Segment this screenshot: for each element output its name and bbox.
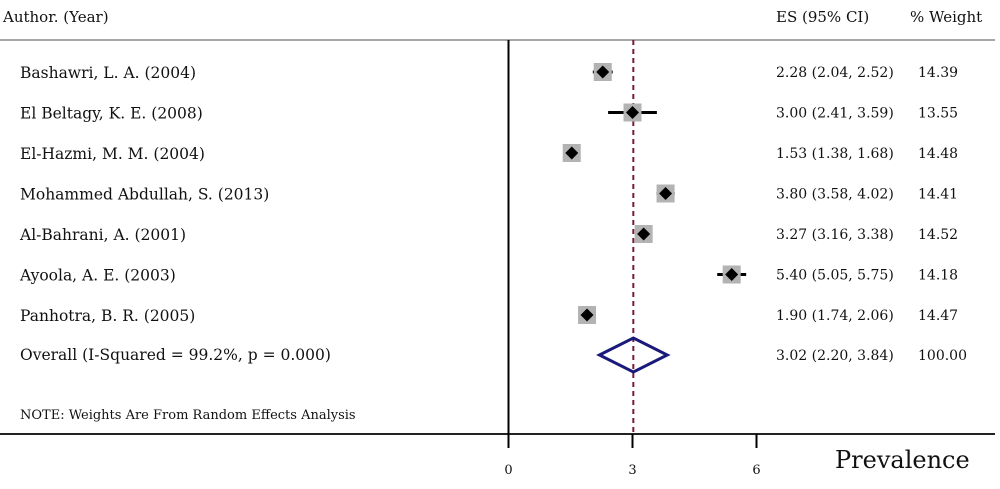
study-point-estimate (725, 268, 739, 281)
study-weight-text: 14.48 (918, 146, 958, 162)
x-axis-label: Prevalence (835, 446, 970, 474)
study-label: Al-Bahrani, A. (2001) (19, 226, 186, 244)
study-weight-text: 14.52 (918, 227, 958, 243)
study-weight-text: 13.55 (918, 106, 958, 122)
study-weight-text: 14.18 (918, 268, 958, 284)
study-weight-text: 14.47 (918, 308, 958, 324)
weights-note: NOTE: Weights Are From Random Effects An… (20, 408, 356, 423)
study-weight-text: 14.39 (918, 65, 958, 81)
x-tick-label: 3 (628, 463, 636, 478)
study-label: Bashawri, L. A. (2004) (20, 64, 196, 82)
study-label: El Beltagy, K. E. (2008) (20, 105, 203, 123)
study-es-text: 3.00 (2.41, 3.59) (776, 106, 894, 122)
study-label: Ayoola, A. E. (2003) (19, 267, 176, 285)
study-es-text: 1.90 (1.74, 2.06) (776, 308, 894, 324)
study-label: Mohammed Abdullah, S. (2013) (20, 186, 269, 204)
study-label: Panhotra, B. R. (2005) (20, 307, 195, 325)
header-weight: % Weight (910, 8, 982, 26)
study-es-text: 5.40 (5.05, 5.75) (776, 268, 894, 284)
study-point-estimate (580, 308, 594, 322)
study-es-text: 3.27 (3.16, 3.38) (776, 227, 894, 243)
study-point-estimate (596, 65, 610, 79)
study-es-text: 2.28 (2.04, 2.52) (776, 65, 894, 81)
header-es: ES (95% CI) (776, 8, 869, 26)
study-es-text: 1.53 (1.38, 1.68) (776, 146, 894, 162)
overall-es-text: 3.02 (2.20, 3.84) (776, 348, 894, 364)
study-point-estimate (565, 146, 579, 160)
x-tick-label: 6 (752, 463, 760, 478)
study-point-estimate (626, 106, 639, 119)
header-study: Author. (Year) (2, 8, 109, 26)
study-es-text: 3.80 (3.58, 4.02) (776, 187, 894, 203)
study-point-estimate (659, 187, 673, 200)
overall-label: Overall (I-Squared = 99.2%, p = 0.000) (20, 346, 331, 364)
overall-diamond (596, 336, 671, 374)
study-weight-text: 14.41 (918, 187, 958, 203)
x-tick-label: 0 (504, 463, 512, 478)
study-point-estimate (637, 227, 651, 241)
study-label: El-Hazmi, M. M. (2004) (20, 145, 205, 163)
overall-weight-text: 100.00 (918, 348, 967, 364)
